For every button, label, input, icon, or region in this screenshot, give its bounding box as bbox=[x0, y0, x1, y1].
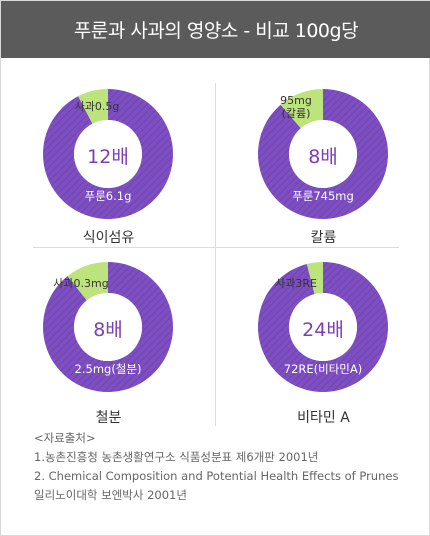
donut-hole bbox=[74, 293, 142, 361]
prune-value-label: 푸룬6.1g bbox=[85, 189, 132, 203]
vertical-divider bbox=[215, 83, 216, 426]
apple-slice bbox=[306, 262, 323, 295]
chart-title-iron: 철분 bbox=[95, 410, 122, 426]
ratio-label: 8배 bbox=[308, 146, 338, 168]
source-notes: <자료출처> 1.농촌진흥청 농촌생활연구소 식품성분표 제6개판 2001년 … bbox=[34, 429, 414, 505]
ratio-label: 12배 bbox=[87, 146, 129, 168]
apple-slice bbox=[78, 89, 108, 124]
prune-value-label: 푸룬745mg bbox=[292, 189, 354, 203]
prune-value-label: 72RE(비타민A) bbox=[284, 362, 362, 376]
chart-title-fiber: 식이섬유 bbox=[82, 230, 135, 246]
horizontal-divider bbox=[33, 247, 399, 248]
ratio-label: 24배 bbox=[302, 319, 344, 341]
chart-iron: 8배 2.5mg(철분) 사과0.3mg bbox=[1, 239, 216, 409]
donut-hole bbox=[289, 120, 357, 188]
prune-value-label: 2.5mg(철분) bbox=[75, 362, 142, 376]
ratio-label: 8배 bbox=[93, 319, 123, 341]
prune-slice bbox=[258, 262, 388, 392]
source-line-3: 일리노이대학 보엔박사 2001년 bbox=[34, 488, 187, 502]
prune-slice bbox=[43, 262, 173, 392]
apple-slice bbox=[67, 262, 108, 301]
donut-chart-iron: 8배 2.5mg(철분) 사과0.3mg bbox=[43, 262, 173, 392]
apple-slice bbox=[280, 89, 323, 129]
chart-title-vitamin-a: 비타민 A bbox=[297, 410, 350, 426]
apple-value-label: 사과3RE bbox=[275, 277, 317, 290]
prune-slice bbox=[258, 89, 388, 219]
apple-value-label: 95mg (칼륨) bbox=[280, 94, 312, 120]
prune-slice bbox=[43, 89, 174, 219]
page-title: 푸룬과 사과의 영양소 - 비교 100g당 bbox=[1, 1, 430, 58]
apple-value-label: 사과0.3mg bbox=[53, 277, 108, 290]
donut-hole bbox=[289, 293, 357, 361]
apple-value-label: 사과0.5g bbox=[75, 100, 120, 113]
donut-hole bbox=[74, 120, 142, 188]
chart-title-potassium: 칼륨 bbox=[310, 230, 337, 246]
source-line-1: 1.농촌진흥청 농촌생활연구소 식품성분표 제6개판 2001년 bbox=[34, 450, 319, 464]
source-line-2: 2. Chemical Composition and Potential He… bbox=[34, 469, 399, 483]
source-heading: <자료출처> bbox=[34, 431, 96, 445]
donut-chart-vitamin-a: 24배 72RE(비타민A) 사과3RE bbox=[258, 262, 388, 392]
chart-vitamin-a: 24배 72RE(비타민A) 사과3RE bbox=[216, 239, 430, 409]
